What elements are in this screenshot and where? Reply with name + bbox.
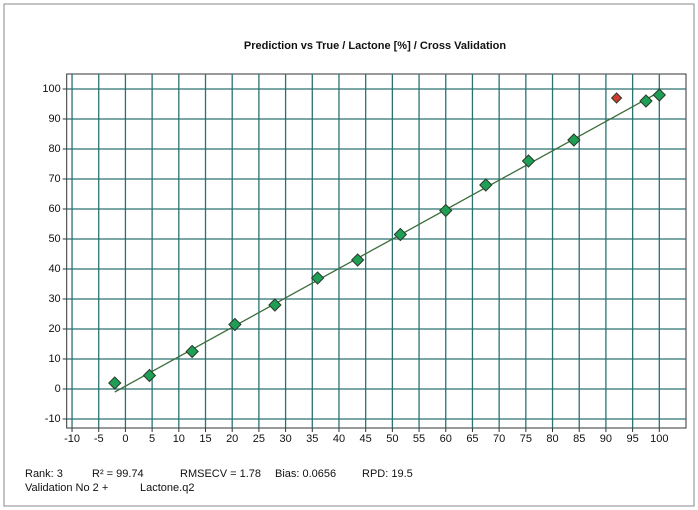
stat: Rank: 3 (25, 468, 63, 480)
x-tick-label: 85 (573, 433, 585, 445)
x-tick-label: 20 (226, 433, 238, 445)
y-tick-label: 10 (48, 353, 60, 365)
y-tick-label: 40 (48, 263, 60, 275)
x-tick-label: 90 (600, 433, 612, 445)
stat: Validation No 2 + (25, 482, 108, 494)
frame (3, 3, 695, 507)
x-tick-label: 10 (173, 433, 185, 445)
x-tick-label: -5 (94, 433, 104, 445)
x-tick-label: 75 (520, 433, 532, 445)
y-tick-label: 50 (48, 233, 60, 245)
x-tick-label: -10 (64, 433, 80, 445)
point (521, 154, 536, 168)
stat: RPD: 19.5 (362, 468, 413, 480)
x-tick-label: 80 (546, 433, 558, 445)
x-tick-label: 5 (149, 433, 155, 445)
x-tick-label: 100 (650, 433, 668, 445)
x-tick-label: 60 (440, 433, 452, 445)
point (228, 317, 242, 332)
point (350, 253, 365, 267)
stat: Lactone.q2 (140, 482, 194, 494)
y-tick-label: 30 (48, 293, 60, 305)
y-tick-label: 60 (48, 203, 60, 215)
stats: Rank: 3 R² = 99.74 RMSECV = 1.78 Bias: 0… (25, 468, 413, 494)
plot-area (66, 73, 687, 429)
point (108, 376, 122, 390)
point (439, 203, 453, 218)
point (310, 271, 325, 285)
y-tick-label: 90 (48, 113, 60, 125)
chart-title: Prediction vs True / Lactone [%] / Cross… (244, 40, 507, 52)
stat: Bias: 0.0656 (275, 468, 336, 480)
point (185, 344, 199, 359)
y-tick-label: -10 (45, 413, 61, 425)
x-tick-label: 30 (279, 433, 291, 445)
x-tick-label: 50 (386, 433, 398, 445)
y-tick-label: 80 (48, 143, 60, 155)
y-tick-label: 100 (42, 83, 60, 95)
x-tick-label: 70 (493, 433, 505, 445)
x-tick-label: 95 (626, 433, 638, 445)
point (652, 88, 667, 102)
point (610, 92, 623, 104)
x-tick-label: 15 (199, 433, 211, 445)
point (567, 133, 581, 147)
point (639, 94, 653, 108)
x-tick-label: 65 (466, 433, 478, 445)
y-tick-label: 70 (48, 173, 60, 185)
x-tick-label: 0 (122, 433, 128, 445)
x-tick-label: 55 (413, 433, 425, 445)
point (142, 368, 157, 383)
x-tick-label: 45 (360, 433, 372, 445)
x-tick-label: 25 (253, 433, 265, 445)
point (268, 298, 282, 312)
stat: R² = 99.74 (92, 468, 144, 480)
point (479, 178, 493, 192)
y-tick-label: 20 (48, 323, 60, 335)
point (393, 227, 408, 242)
fit-line (114, 91, 660, 393)
x-tick-label: 40 (333, 433, 345, 445)
stat: RMSECV = 1.78 (180, 468, 261, 480)
x-tick-label: 35 (306, 433, 318, 445)
y-tick-label: 0 (55, 383, 61, 395)
